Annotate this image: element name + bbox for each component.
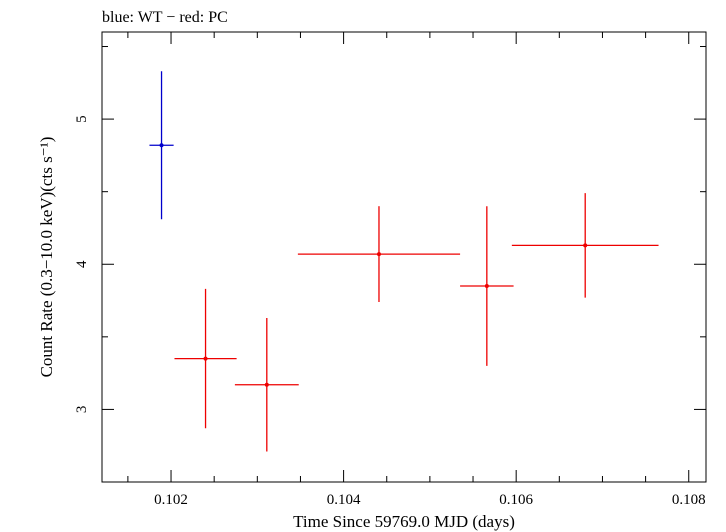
data-point [583, 243, 588, 248]
series-pc [174, 193, 659, 452]
x-tick-label: 0.102 [154, 492, 188, 508]
chart-title: blue: WT − red: PC [102, 9, 228, 26]
data-point [159, 143, 164, 148]
plot-frame [101, 31, 707, 483]
data-point [203, 356, 208, 361]
data-layer [149, 71, 659, 452]
series-wt [149, 71, 174, 220]
data-point [376, 252, 381, 257]
axis-ticks: 0.102 0.104 0.106 0.108 3 4 5 [74, 32, 706, 508]
y-axis-label: Count Rate (0.3−10.0 keV)(cts s⁻¹) [37, 137, 56, 378]
x-tick-label: 0.106 [499, 492, 533, 508]
y-tick-label: 5 [74, 115, 90, 123]
x-tick-label: 0.104 [327, 492, 361, 508]
x-axis-label: Time Since 59769.0 MJD (days) [293, 512, 515, 531]
y-tick-label: 3 [74, 406, 90, 414]
data-point [264, 382, 269, 387]
data-point [484, 284, 489, 289]
x-tick-label: 0.108 [672, 492, 706, 508]
y-tick-label: 4 [74, 260, 90, 268]
